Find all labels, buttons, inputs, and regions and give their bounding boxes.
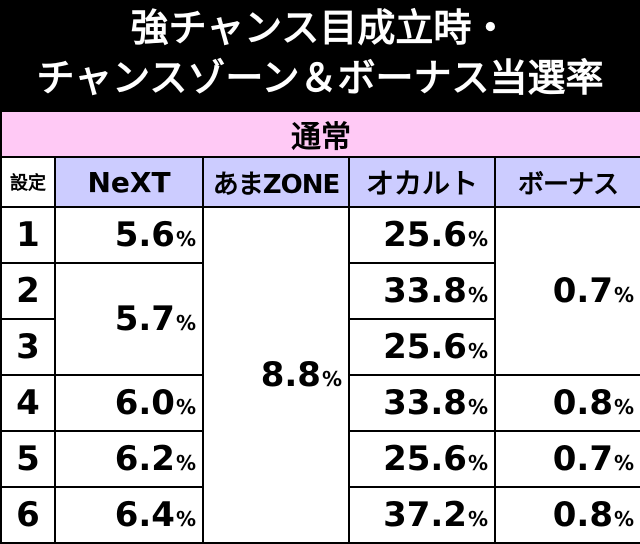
- table-row: 4 6.0% 33.8% 0.8%: [0, 374, 640, 432]
- column-header-amazone: あまZONE: [202, 156, 350, 208]
- setting-cell: 6: [0, 486, 56, 544]
- table-row: 3 25.6%: [0, 318, 640, 376]
- rate-table: 通常 設定 NeXT あまZONE オカルト ボーナス 1 5.6% 8.8% …: [0, 110, 640, 544]
- occult-rate-cell: 33.8%: [348, 262, 496, 320]
- percent-unit: %: [175, 311, 196, 335]
- setting-cell: 1: [0, 206, 56, 264]
- occult-rate-value: 25.6: [383, 215, 467, 255]
- bonus-rate-cell: 0.7%: [493, 430, 640, 488]
- occult-rate-value: 25.6: [383, 327, 467, 367]
- column-header-occult: オカルト: [348, 156, 496, 208]
- table-row: 5 6.2% 25.6% 0.7%: [0, 430, 640, 488]
- bonus-rate-cell: 0.8%: [493, 374, 640, 432]
- amazone-rate-cell: 8.8%: [202, 206, 350, 544]
- percent-unit: %: [467, 451, 488, 475]
- table-row: 6 6.4% 37.2% 0.8%: [0, 486, 640, 544]
- next-rate-cell: 5.6%: [54, 206, 204, 264]
- mode-row: 通常: [0, 110, 640, 158]
- next-rate-value: 6.0: [114, 383, 175, 423]
- column-header-setting: 設定: [0, 156, 56, 208]
- occult-rate-cell: 25.6%: [348, 318, 496, 376]
- next-rate-cell: 6.2%: [54, 430, 204, 488]
- occult-rate-value: 33.8: [383, 271, 467, 311]
- bonus-rate-value: 0.7: [552, 439, 613, 479]
- percent-unit: %: [467, 395, 488, 419]
- bonus-rate-cell: 0.7%: [493, 206, 640, 376]
- next-rate-cell: 5.7%: [54, 262, 204, 376]
- percent-unit: %: [614, 507, 635, 531]
- next-rate-value: 6.2: [114, 439, 175, 479]
- column-header-bonus: ボーナス: [493, 156, 640, 208]
- amazone-rate-value: 8.8: [260, 355, 321, 395]
- setting-cell: 5: [0, 430, 56, 488]
- percent-unit: %: [175, 451, 196, 475]
- percent-unit: %: [175, 227, 196, 251]
- percent-unit: %: [614, 283, 635, 307]
- occult-rate-cell: 25.6%: [348, 430, 496, 488]
- percent-unit: %: [467, 227, 488, 251]
- setting-cell: 2: [0, 262, 56, 320]
- occult-rate-cell: 37.2%: [348, 486, 496, 544]
- percent-unit: %: [175, 507, 196, 531]
- title-line-1: 強チャンス目成立時・: [130, 6, 510, 50]
- next-rate-cell: 6.0%: [54, 374, 204, 432]
- next-rate-value: 6.4: [114, 495, 175, 535]
- occult-rate-value: 33.8: [383, 383, 467, 423]
- bonus-rate-cell: 0.8%: [493, 486, 640, 544]
- mode-label: 通常: [0, 110, 640, 158]
- column-header-next: NeXT: [54, 156, 204, 208]
- bonus-rate-value: 0.8: [552, 495, 613, 535]
- occult-rate-value: 37.2: [383, 495, 467, 535]
- bonus-rate-value: 0.7: [552, 271, 613, 311]
- percent-unit: %: [321, 367, 342, 391]
- next-rate-value: 5.6: [114, 215, 175, 255]
- percent-unit: %: [175, 395, 196, 419]
- page-header: 強チャンス目成立時・ チャンスゾーン＆ボーナス当選率: [0, 0, 640, 110]
- column-header-row: 設定 NeXT あまZONE オカルト ボーナス: [0, 156, 640, 208]
- occult-rate-cell: 25.6%: [348, 206, 496, 264]
- percent-unit: %: [467, 339, 488, 363]
- setting-cell: 4: [0, 374, 56, 432]
- percent-unit: %: [467, 507, 488, 531]
- bonus-rate-value: 0.8: [552, 383, 613, 423]
- percent-unit: %: [467, 283, 488, 307]
- next-rate-cell: 6.4%: [54, 486, 204, 544]
- title-line-2: チャンスゾーン＆ボーナス当選率: [36, 56, 604, 100]
- table-row: 2 5.7% 33.8%: [0, 262, 640, 376]
- occult-rate-value: 25.6: [383, 439, 467, 479]
- occult-rate-cell: 33.8%: [348, 374, 496, 432]
- setting-cell: 3: [0, 318, 56, 376]
- percent-unit: %: [614, 451, 635, 475]
- table-row: 1 5.6% 8.8% 25.6% 0.7%: [0, 206, 640, 544]
- percent-unit: %: [614, 395, 635, 419]
- next-rate-value: 5.7: [114, 299, 175, 339]
